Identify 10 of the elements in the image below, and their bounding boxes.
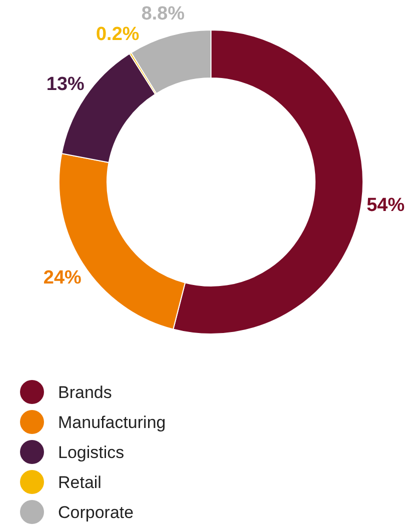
legend-label: Corporate xyxy=(58,503,134,522)
legend-label: Retail xyxy=(58,473,102,492)
data-label: 54% xyxy=(366,195,405,216)
data-label: 13% xyxy=(46,74,85,96)
data-label: 8.8% xyxy=(141,4,185,25)
legend-label: Brands xyxy=(58,383,112,402)
legend-label: Manufacturing xyxy=(58,413,166,432)
data-label: 24% xyxy=(43,267,82,288)
legend-label: Logistics xyxy=(58,443,124,462)
data-label: 0.2% xyxy=(96,24,140,45)
